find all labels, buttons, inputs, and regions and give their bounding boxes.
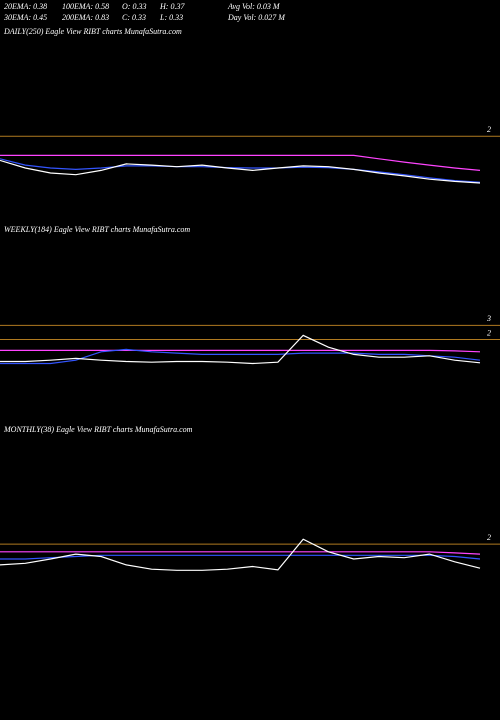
header-stat: Avg Vol: 0.03 M (227, 2, 281, 11)
series-line (0, 334, 481, 365)
panel-title: WEEKLY(184) Eagle View RIBT charts Munaf… (4, 225, 190, 234)
series-line (0, 551, 481, 555)
y-tick-label: 3 (486, 314, 491, 323)
panel-title: DAILY(250) Eagle View RIBT charts Munafa… (3, 27, 182, 36)
header-stat: 100EMA: 0.58 (62, 2, 109, 11)
series-line (0, 159, 481, 184)
header-stat: Day Vol: 0.027 M (227, 13, 286, 22)
header-stat: 20EMA: 0.38 (4, 2, 47, 11)
series-line (0, 538, 481, 571)
header-stat: L: 0.33 (159, 13, 183, 22)
header-stat: 30EMA: 0.45 (3, 13, 47, 22)
y-tick-label: 2 (487, 533, 491, 542)
header-stat: H: 0.37 (159, 2, 185, 11)
header-stat: O: 0.33 (122, 2, 146, 11)
panel-title: MONTHLY(38) Eagle View RIBT charts Munaf… (3, 425, 193, 434)
series-line (0, 158, 481, 183)
series-line (0, 554, 481, 560)
y-tick-label: 2 (487, 125, 491, 134)
header-stat: 200EMA: 0.83 (62, 13, 109, 22)
header-stat: C: 0.33 (122, 13, 146, 22)
series-line (0, 154, 481, 171)
y-tick-label: 2 (487, 328, 491, 337)
series-line (0, 349, 481, 353)
